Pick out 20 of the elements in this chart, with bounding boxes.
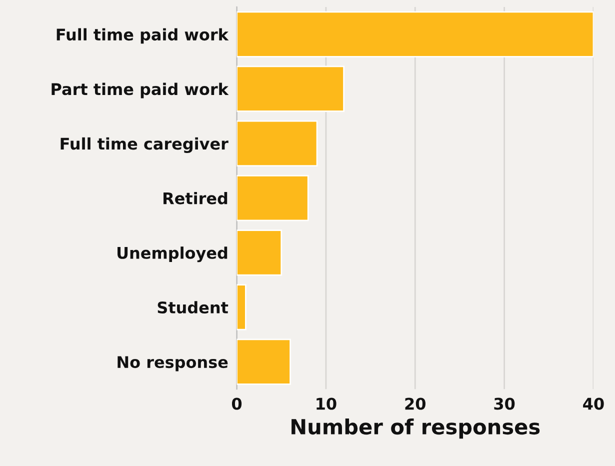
y-tick-label: No response bbox=[118, 356, 228, 372]
y-tick-label: Retired bbox=[164, 192, 228, 204]
bar bbox=[236, 338, 291, 385]
bar bbox=[236, 120, 318, 167]
x-tick-label: 40 bbox=[583, 398, 604, 410]
x-tick-label: 0 bbox=[232, 398, 242, 410]
bar bbox=[236, 230, 282, 276]
y-tick-label: Student bbox=[158, 301, 228, 314]
y-tick-label: Full time caregiver bbox=[60, 137, 228, 153]
y-tick-label: Part time paid work bbox=[52, 82, 229, 98]
bar bbox=[236, 11, 594, 58]
y-tick-label: Full time paid work bbox=[56, 28, 229, 44]
x-axis-title: Number of responses bbox=[292, 418, 540, 439]
bar bbox=[236, 174, 309, 222]
x-tick-label: 30 bbox=[494, 398, 515, 410]
y-tick-label: Unemployed bbox=[118, 246, 228, 262]
bar bbox=[236, 284, 246, 330]
x-tick-label: 20 bbox=[405, 398, 426, 410]
x-tick-label: 10 bbox=[316, 398, 336, 410]
bar bbox=[236, 66, 344, 112]
